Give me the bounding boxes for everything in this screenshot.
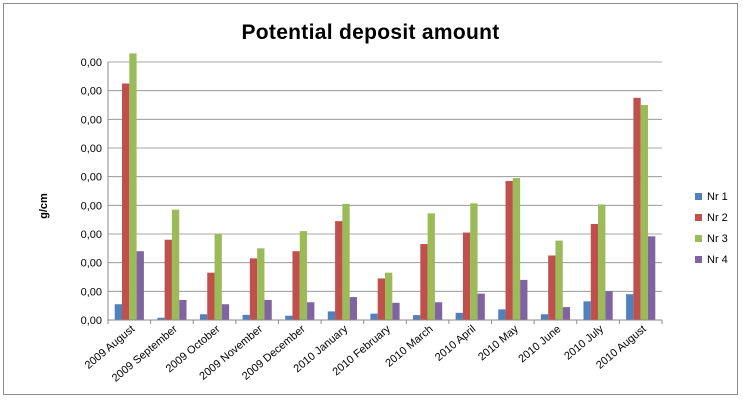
bar <box>257 248 264 320</box>
bar <box>648 236 655 320</box>
y-tick-label: 0,00 <box>81 143 102 155</box>
bar <box>115 304 122 320</box>
legend: Nr 1 Nr 2 Nr 3 Nr 4 <box>695 186 728 270</box>
legend-item: Nr 2 <box>695 207 728 228</box>
y-tick-label: 0,00 <box>81 229 102 241</box>
y-tick-label: 0,00 <box>81 86 102 98</box>
bar <box>513 178 520 320</box>
bar <box>598 204 605 320</box>
bar <box>179 300 186 320</box>
x-tick-label: 2010 April <box>433 323 478 364</box>
bar <box>165 240 172 320</box>
bar <box>292 251 299 320</box>
y-tick-label: 0,00 <box>81 57 102 69</box>
bar <box>250 258 257 320</box>
legend-label: Nr 4 <box>707 254 728 266</box>
bar <box>520 280 527 320</box>
bar <box>478 294 485 320</box>
bar <box>207 273 214 320</box>
legend-swatch <box>695 193 702 200</box>
bars <box>115 53 656 320</box>
bar <box>264 300 271 320</box>
y-tick-label: 0,00 <box>81 200 102 212</box>
legend-swatch <box>695 235 702 242</box>
x-tick-label: 2010 May <box>476 323 521 364</box>
bar <box>591 224 598 320</box>
gridlines <box>108 62 662 291</box>
x-tick-label: 2010 June <box>516 323 563 365</box>
y-tick-label: 0,00 <box>81 114 102 126</box>
bar <box>548 256 555 321</box>
bar <box>428 213 435 320</box>
bar <box>137 251 144 320</box>
y-tick-label: 0,00 <box>81 286 102 298</box>
bar <box>129 53 136 320</box>
bar <box>633 98 640 320</box>
bar <box>200 314 207 320</box>
bar <box>541 314 548 320</box>
bar <box>641 105 648 320</box>
bar <box>350 297 357 320</box>
legend-label: Nr 2 <box>707 212 728 224</box>
bar <box>243 315 250 320</box>
bar <box>285 316 292 320</box>
y-tick-labels: 0,00 0,00 0,00 0,00 0,00 0,00 0,00 0,00 0,00 0,00 <box>81 57 102 327</box>
legend-swatch <box>695 256 702 263</box>
bar <box>555 241 562 320</box>
bar <box>413 315 420 320</box>
legend-label: Nr 1 <box>707 191 728 203</box>
legend-item: Nr 1 <box>695 186 728 207</box>
bar <box>378 278 385 320</box>
y-tick-label: 0,00 <box>81 315 102 327</box>
bar <box>506 181 513 320</box>
legend-swatch <box>695 214 702 221</box>
bar <box>342 204 349 320</box>
bar <box>498 309 505 320</box>
bar <box>583 301 590 320</box>
bar <box>328 311 335 320</box>
y-axis-title: g/cm <box>38 193 50 219</box>
bar <box>420 244 427 320</box>
x-tick-label: 2010 March <box>383 323 435 370</box>
bar <box>435 302 442 320</box>
y-tick-label: 0,00 <box>81 258 102 270</box>
bar <box>172 210 179 320</box>
bar <box>300 231 307 320</box>
legend-label: Nr 3 <box>707 233 728 245</box>
bar <box>563 307 570 320</box>
bar <box>392 303 399 320</box>
bar <box>222 304 229 320</box>
bar <box>605 291 612 320</box>
bar <box>456 313 463 320</box>
bar <box>463 233 470 320</box>
bar <box>370 314 377 320</box>
bar <box>122 84 129 321</box>
bar <box>215 234 222 320</box>
bar <box>335 221 342 320</box>
bar <box>470 203 477 320</box>
y-tick-label: 0,00 <box>81 172 102 184</box>
bar <box>307 302 314 320</box>
legend-item: Nr 4 <box>695 249 728 270</box>
bar <box>385 273 392 320</box>
bar <box>626 294 633 320</box>
legend-item: Nr 3 <box>695 228 728 249</box>
